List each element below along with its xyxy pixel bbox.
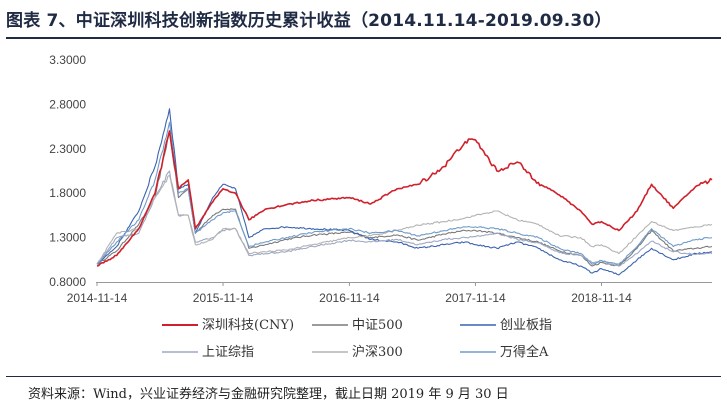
legend-label: 万得全A <box>500 344 549 360</box>
x-tick-label: 2016-11-14 <box>319 291 380 305</box>
y-tick-label: 2.3000 <box>49 142 86 156</box>
series-line-3 <box>96 108 713 276</box>
x-tick-label: 2017-11-14 <box>445 291 506 305</box>
source-note: 资料来源：Wind，兴业证券经济与金融研究院整理，截止日期 2019 年 9 月… <box>28 387 509 402</box>
legend-label: 上证综指 <box>202 345 254 360</box>
series-line-5 <box>96 174 713 265</box>
series-line-6 <box>96 121 713 265</box>
y-tick-label: 1.8000 <box>49 186 86 200</box>
x-tick-label: 2018-11-14 <box>571 291 632 305</box>
legend-label: 创业板指 <box>500 318 552 333</box>
y-tick-label: 2.8000 <box>49 97 86 111</box>
line-chart: 3.3000 2.8000 2.3000 1.8000 1.3000 0.8000 2014… <box>49 53 713 360</box>
legend-label: 深圳科技(CNY) <box>202 318 294 333</box>
title-divider <box>6 37 721 39</box>
series-line-4 <box>96 170 713 267</box>
legend-label: 沪深300 <box>352 344 403 360</box>
y-tick-label: 1.3000 <box>49 231 86 245</box>
y-tick-label: 3.3000 <box>49 53 86 67</box>
y-tick-label: 0.8000 <box>49 275 86 289</box>
x-tick-label: 2014-11-14 <box>67 291 128 305</box>
series-line-1 <box>96 130 713 267</box>
x-tick-label: 2015-11-14 <box>193 291 254 305</box>
source-divider <box>6 376 721 377</box>
chart-title: 图表 7、中证深圳科技创新指数历史累计收益（2014.11.14-2019.09… <box>6 11 612 31</box>
legend-label: 中证500 <box>352 318 403 333</box>
